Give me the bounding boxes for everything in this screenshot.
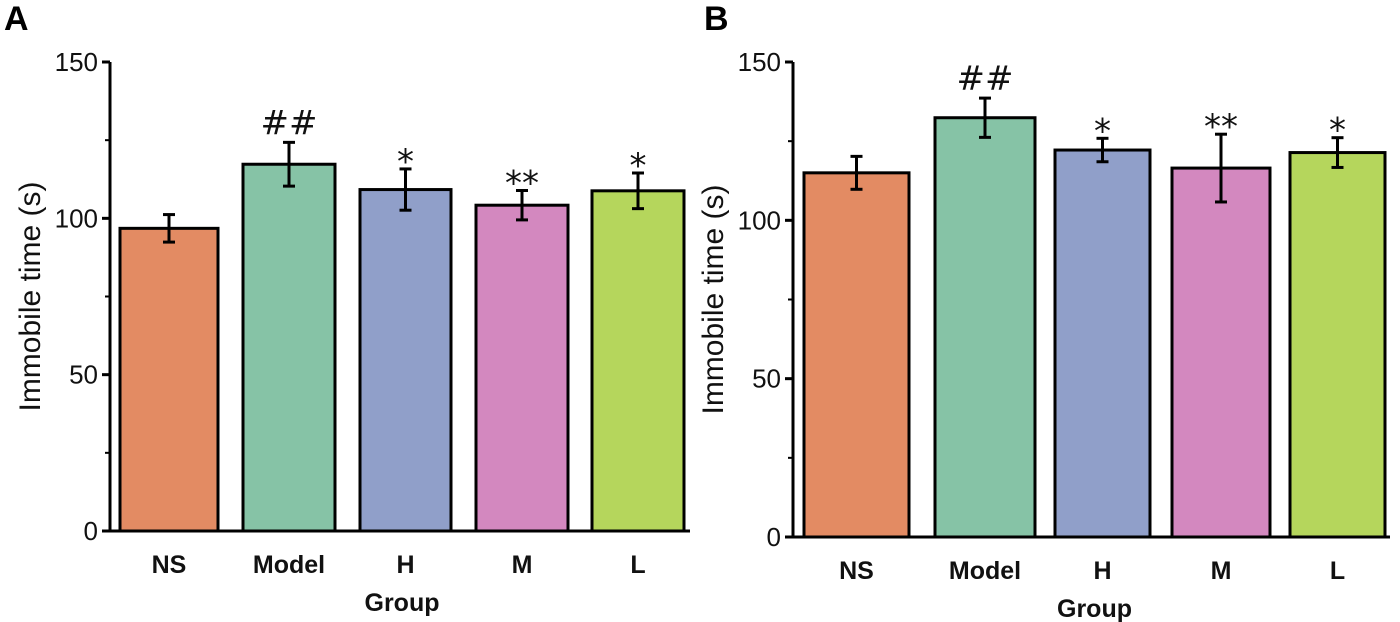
y-tick-label: 50 [752,364,781,394]
x-tick-label: M [512,551,533,579]
significance-label: ** [1204,107,1238,147]
significance-label: * [1094,111,1111,151]
panel-B: B NS ## Model * H ** M * L 0 50 100 150 Group Immobile … [697,0,1390,622]
x-tick-label: L [1330,557,1345,585]
error-bar [632,171,644,211]
significance-label: * [1329,111,1346,151]
y-axis-label: Immobile time (s) [14,181,47,411]
error-bar [283,140,295,188]
bar-ns [118,226,220,533]
y-axis-label: Immobile time (s) [697,184,730,414]
error-bar [1215,132,1227,204]
error-bar [399,167,412,212]
bar-model [933,116,1037,539]
bar-l [590,189,686,533]
significance-label: * [630,146,647,186]
x-axis-label: Group [365,589,440,617]
panel-A: A NS ## Model * H ** M * L 0 50 100 150 Group Immobile … [4,0,690,617]
bar-l [1288,151,1387,539]
bar-h [358,188,453,533]
bar-model [241,162,337,533]
error-bar [1331,136,1344,169]
x-tick-label: Model [949,557,1021,585]
panel-label: B [704,0,729,38]
y-tick-label: 150 [738,47,781,77]
y-tick-label: 100 [55,203,98,233]
y-tick-label: 50 [69,360,98,390]
x-tick-label: Model [253,551,325,579]
error-bar [1096,136,1109,164]
y-tick-label: 150 [55,47,98,77]
significance-label: ** [505,164,539,204]
bar-m [1170,166,1272,539]
x-axis-label: Group [1057,595,1132,622]
significance-label: ## [957,59,1014,99]
x-tick-label: H [1093,557,1111,585]
x-tick-label: H [396,551,414,579]
x-tick-label: M [1211,557,1232,585]
x-tick-label: NS [839,557,874,585]
bar-m [474,203,570,533]
x-tick-label: L [630,551,645,579]
significance-label: * [397,142,414,182]
error-bar [979,96,991,139]
bar-h [1053,148,1152,539]
y-tick-label: 0 [767,522,781,552]
y-tick-label: 0 [84,516,98,546]
panel-label: A [4,0,29,38]
y-tick-label: 100 [738,205,781,235]
error-bar [516,189,528,222]
significance-label: ## [261,103,318,143]
error-bar [163,213,175,244]
x-tick-label: NS [152,551,187,579]
bar-ns [802,171,911,539]
error-bar [850,154,863,191]
